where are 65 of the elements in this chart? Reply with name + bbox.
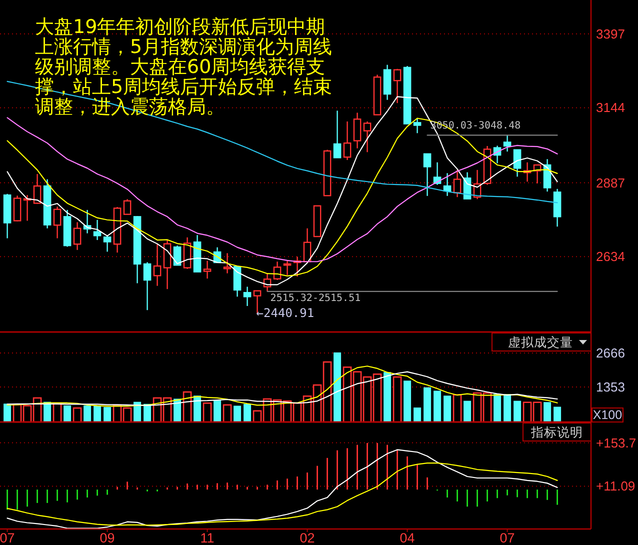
bar xyxy=(222,404,232,423)
chart-title: 虚拟成交量 xyxy=(508,334,573,350)
y-tick-label: 2634 xyxy=(596,249,625,264)
x-tick-label: 09 xyxy=(100,530,115,545)
candlestick xyxy=(453,169,462,198)
bar xyxy=(384,372,392,422)
bar xyxy=(434,390,442,422)
chart-title: 指标说明 xyxy=(530,424,583,440)
candlestick xyxy=(343,120,352,161)
candlestick xyxy=(153,243,162,286)
candlestick xyxy=(353,112,362,149)
bar xyxy=(404,380,412,422)
y-tick-label: 3144 xyxy=(596,100,625,116)
candlestick xyxy=(93,219,102,241)
dropdown-field: 虚拟成交量 xyxy=(492,332,592,352)
candlestick xyxy=(73,222,82,251)
bar xyxy=(554,406,562,422)
bar xyxy=(234,406,242,422)
annotation: ←2440.91 xyxy=(256,306,314,320)
bar xyxy=(84,405,92,422)
bar xyxy=(244,404,252,422)
x-tick-label: 02 xyxy=(300,530,315,545)
bar xyxy=(194,396,202,422)
bar xyxy=(452,394,462,423)
candlestick xyxy=(53,206,62,239)
candlestick xyxy=(143,262,152,311)
y-tick-label: 2887 xyxy=(596,175,625,190)
bar xyxy=(494,394,502,422)
x-tick-label: 07 xyxy=(0,530,15,545)
line-series xyxy=(6,462,558,526)
bar xyxy=(334,352,342,422)
bar xyxy=(202,402,212,423)
bar xyxy=(72,407,82,423)
x-tick-label: 11 xyxy=(200,530,214,545)
y-tick-label: 2666 xyxy=(596,346,625,361)
y-tick-label: 3397 xyxy=(596,26,625,42)
series-label: 2515.32-2515.51 xyxy=(270,292,361,304)
candlestick xyxy=(383,64,392,100)
line-series xyxy=(6,371,558,406)
candlestick xyxy=(223,252,232,274)
y-tick-label: +153.7 xyxy=(596,435,636,450)
candlestick xyxy=(243,286,252,307)
bar xyxy=(504,394,512,422)
bar xyxy=(214,400,222,422)
bar xyxy=(104,407,112,422)
candlestick xyxy=(553,188,562,228)
candlestick xyxy=(203,260,212,280)
bar xyxy=(444,396,452,422)
bar xyxy=(464,400,472,422)
line-series xyxy=(6,366,558,407)
label-box: X100 xyxy=(592,408,624,422)
bar xyxy=(392,376,402,423)
bar xyxy=(414,408,422,422)
bar xyxy=(94,406,102,422)
bar xyxy=(424,387,432,422)
bar xyxy=(514,400,522,422)
y-tick-label: 1353 xyxy=(596,380,625,395)
x-tick-label: 07 xyxy=(500,530,515,545)
x-tick-label: 04 xyxy=(400,530,416,545)
bar xyxy=(544,402,552,422)
y-tick-label: +11.09 xyxy=(596,478,636,494)
line-series xyxy=(6,449,558,529)
bar xyxy=(4,404,12,422)
bar xyxy=(64,405,72,422)
button: 指标说明 xyxy=(522,422,592,442)
